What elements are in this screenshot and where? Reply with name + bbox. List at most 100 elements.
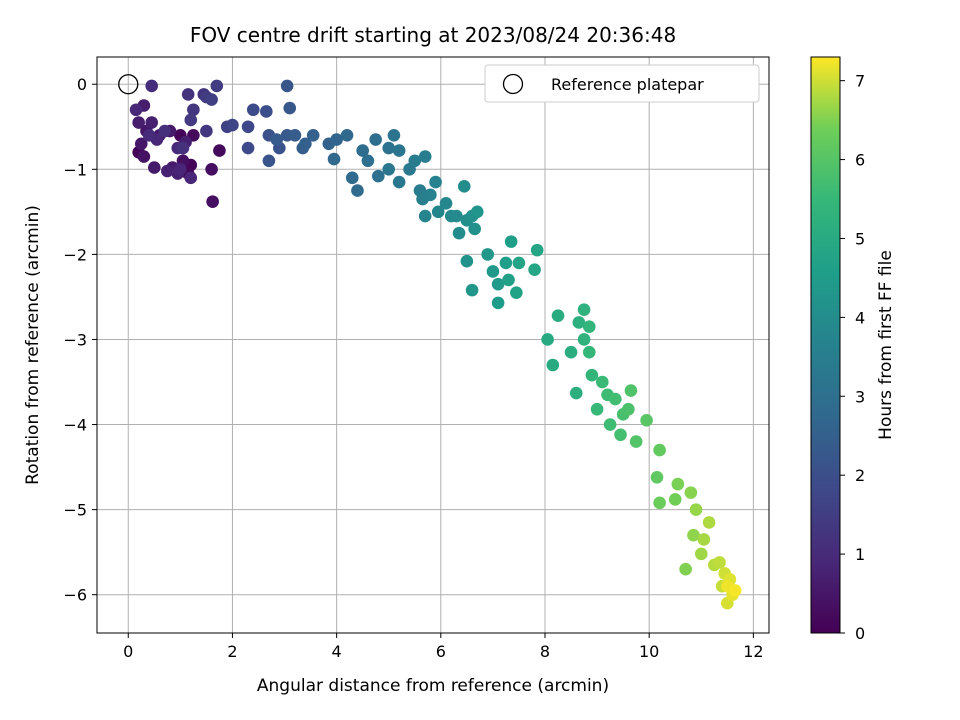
x-tick-label: 8 bbox=[540, 642, 550, 661]
data-point bbox=[288, 128, 302, 142]
data-point bbox=[582, 345, 596, 359]
chart-title: FOV centre drift starting at 2023/08/24 … bbox=[190, 23, 676, 47]
data-point bbox=[541, 333, 554, 346]
data-point bbox=[713, 556, 726, 569]
colorbar-tick-label: 0 bbox=[855, 624, 865, 643]
data-point bbox=[684, 486, 698, 499]
data-point bbox=[452, 226, 466, 240]
data-point bbox=[470, 205, 484, 219]
data-point bbox=[270, 133, 284, 146]
data-point bbox=[161, 164, 174, 178]
data-point bbox=[174, 163, 187, 176]
data-point bbox=[340, 128, 354, 142]
reference-marker bbox=[118, 74, 139, 95]
data-point bbox=[137, 150, 151, 163]
data-point bbox=[577, 303, 591, 316]
data-point bbox=[687, 528, 700, 542]
data-point bbox=[609, 392, 622, 406]
data-point bbox=[280, 79, 294, 93]
data-point bbox=[528, 263, 541, 277]
data-point bbox=[158, 124, 172, 138]
y-tick-label: −6 bbox=[63, 586, 87, 605]
data-point bbox=[689, 503, 703, 516]
data-point bbox=[148, 161, 161, 174]
data-point bbox=[132, 116, 145, 129]
data-point bbox=[577, 333, 591, 346]
data-point bbox=[650, 471, 664, 484]
x-tick-label: 6 bbox=[436, 642, 446, 661]
x-tick-label: 2 bbox=[227, 642, 237, 661]
reference-point bbox=[118, 74, 139, 95]
data-point bbox=[585, 368, 599, 382]
data-point bbox=[510, 286, 523, 299]
data-point bbox=[728, 584, 742, 597]
data-point bbox=[429, 175, 442, 189]
data-point bbox=[603, 418, 617, 431]
x-tick-label: 4 bbox=[332, 642, 342, 661]
data-point bbox=[330, 133, 343, 146]
colorbar-tick-label: 4 bbox=[855, 308, 865, 327]
data-point bbox=[345, 171, 359, 185]
y-tick-label: −3 bbox=[63, 330, 87, 349]
colorbar-tick-label: 1 bbox=[855, 545, 865, 564]
y-axis-label: Rotation from reference (arcmin) bbox=[23, 205, 43, 485]
legend-label-reference: Reference platepar bbox=[551, 75, 704, 94]
legend-box bbox=[484, 64, 760, 103]
data-point bbox=[392, 175, 406, 189]
data-point bbox=[382, 163, 396, 176]
data-point bbox=[145, 79, 158, 93]
data-point bbox=[486, 265, 500, 278]
data-point bbox=[327, 152, 341, 166]
data-point bbox=[572, 316, 586, 329]
data-point bbox=[241, 141, 255, 155]
data-point bbox=[283, 101, 297, 115]
data-point bbox=[184, 171, 198, 185]
data-point bbox=[246, 103, 260, 117]
data-point bbox=[372, 169, 385, 183]
data-point bbox=[205, 163, 218, 176]
data-point bbox=[460, 254, 474, 268]
data-point bbox=[697, 533, 711, 546]
data-point bbox=[668, 493, 682, 506]
data-point bbox=[465, 283, 479, 297]
data-point bbox=[206, 195, 219, 208]
x-tick-label: 10 bbox=[639, 642, 659, 661]
data-points bbox=[129, 79, 742, 610]
data-point bbox=[226, 118, 239, 132]
y-tick-label: −5 bbox=[63, 501, 87, 520]
data-point bbox=[450, 209, 463, 223]
data-point bbox=[694, 547, 708, 561]
data-point bbox=[491, 296, 505, 310]
colorbar-tick-label: 6 bbox=[855, 151, 865, 170]
plot-frame bbox=[96, 56, 770, 634]
data-point bbox=[210, 79, 224, 93]
data-point bbox=[382, 141, 396, 155]
data-point bbox=[418, 150, 432, 163]
data-point bbox=[596, 375, 609, 389]
data-point bbox=[614, 428, 627, 442]
data-point bbox=[129, 103, 143, 117]
data-point bbox=[134, 137, 148, 151]
x-tick-label: 12 bbox=[743, 642, 763, 661]
data-point bbox=[262, 154, 276, 168]
data-point bbox=[439, 197, 453, 210]
data-point bbox=[530, 243, 544, 257]
data-point bbox=[504, 235, 518, 248]
data-point bbox=[502, 273, 515, 287]
data-point bbox=[369, 133, 382, 146]
legend-marker-reference bbox=[502, 73, 524, 95]
data-point bbox=[260, 105, 273, 118]
colorbar-tick-label: 7 bbox=[855, 72, 865, 91]
colorbar-tick-label: 5 bbox=[855, 229, 865, 248]
data-point bbox=[361, 154, 375, 168]
data-point bbox=[481, 248, 494, 261]
data-point bbox=[408, 154, 422, 168]
y-tick-label: −4 bbox=[63, 416, 87, 435]
data-point bbox=[431, 205, 445, 219]
x-axis-label: Angular distance from reference (arcmin) bbox=[257, 676, 609, 696]
data-point bbox=[468, 222, 481, 236]
data-point bbox=[653, 496, 666, 510]
data-point bbox=[679, 562, 692, 576]
data-point bbox=[491, 277, 505, 291]
data-point bbox=[671, 477, 685, 491]
